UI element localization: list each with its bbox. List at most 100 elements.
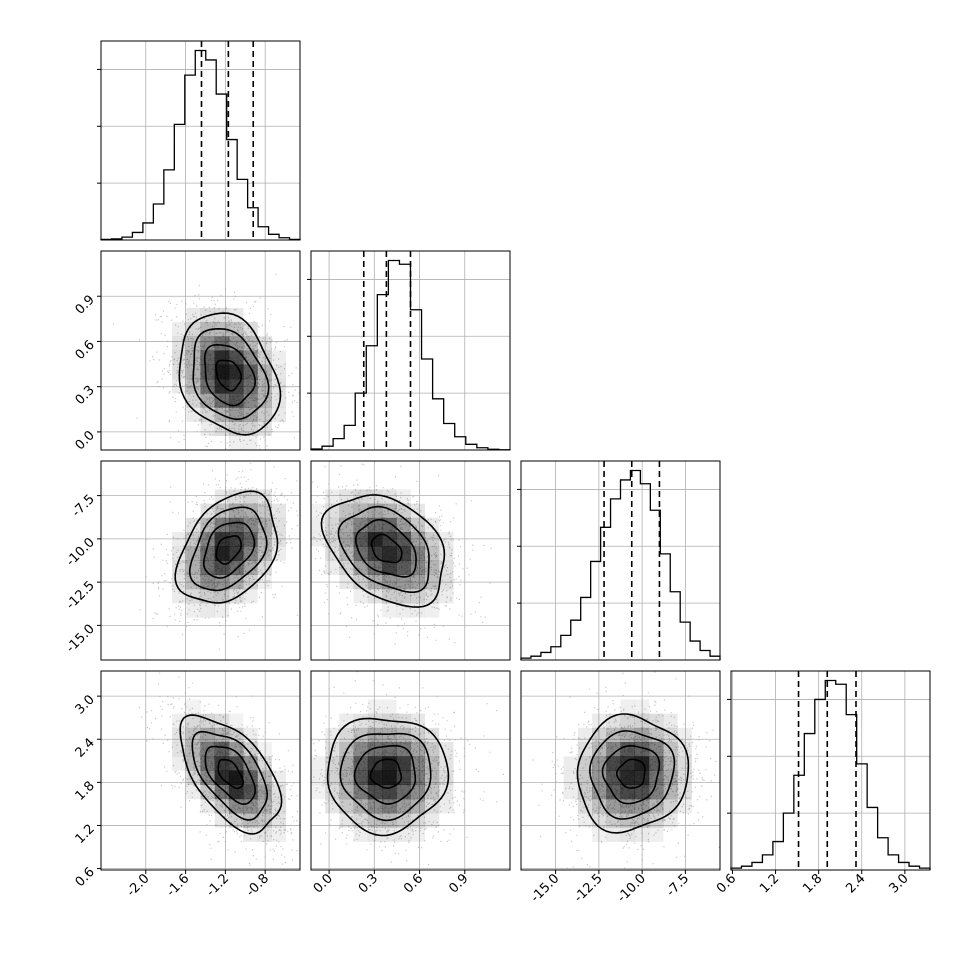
density-cell-3-10-2	[243, 827, 258, 842]
density-cell-5-9-2	[648, 827, 664, 842]
density-cell-1-6-6	[186, 560, 201, 576]
density-cell-4-0-5	[311, 784, 326, 800]
xtick-label-2-3: -7.5	[664, 871, 693, 900]
density-cell-5-7-9	[620, 727, 636, 743]
contour-4-1	[353, 744, 417, 805]
density-cell-5-3-7	[563, 756, 579, 771]
density-cell-1-10-11	[243, 489, 258, 504]
density-cell-1-8-4	[214, 588, 230, 604]
density-cell-1-9-10	[228, 503, 244, 519]
density-cell-3-8-7	[214, 756, 230, 771]
density-cell-3-10-4	[243, 798, 258, 814]
density-cell-4-4-7	[367, 756, 383, 771]
density-cell-3-11-2	[257, 827, 272, 842]
density-cell-0-6-3	[186, 393, 201, 408]
density-cell-2-1-11	[325, 489, 340, 504]
density-content-1	[139, 462, 300, 650]
density-cell-1-8-3	[214, 603, 230, 618]
density-cell-5-7-8	[620, 742, 636, 757]
density-cell-0-9-6	[228, 350, 244, 366]
density-content-5	[532, 671, 720, 870]
density-cell-2-7-3	[410, 603, 426, 618]
density-cell-3-8-4	[214, 798, 230, 814]
xtick-label-0-0: -2.0	[124, 871, 153, 900]
histogram-step-1	[310, 259, 511, 451]
density-cell-5-7-6	[620, 770, 636, 786]
density-cell-5-8-8	[634, 742, 650, 757]
density-cell-0-11-1	[257, 421, 272, 437]
contour-3-0	[217, 758, 245, 790]
density-content-0	[112, 273, 300, 450]
density-cell-5-10-3	[663, 813, 678, 828]
density-cell-2-5-11	[382, 489, 397, 504]
ytick-label-1-1: 0.3	[73, 383, 98, 408]
density-content-2	[311, 463, 492, 645]
density-cell-5-8-6	[634, 770, 650, 786]
density-cell-2-3-4	[353, 588, 369, 604]
density-cell-1-12-10	[271, 503, 287, 519]
density-cell-5-5-2	[592, 827, 607, 842]
density-cell-1-8-7	[214, 546, 230, 561]
density-cell-4-2-4	[339, 798, 354, 814]
density-cell-2-6-5	[396, 574, 411, 590]
density-cell-3-6-5	[186, 784, 201, 800]
density-cell-3-6-9	[186, 727, 201, 743]
histogram-panel-1	[307, 250, 511, 451]
density-cell-3-11-5	[257, 784, 272, 800]
ytick-label-2-2: -10.0	[63, 535, 97, 569]
density-cell-4-6-10	[396, 713, 411, 729]
density-cell-3-12-6	[271, 770, 287, 786]
density-cell-4-1-7	[325, 756, 340, 771]
density-cell-3-12-2	[271, 827, 287, 842]
density-cell-4-3-8	[353, 742, 369, 757]
contour-0-2	[192, 327, 270, 421]
contour-2-1	[354, 519, 417, 578]
density-cell-4-4-9	[367, 727, 383, 743]
density-cell-2-1-9	[325, 517, 340, 533]
histogram-panel-3	[727, 670, 931, 874]
density-cell-2-6-11	[396, 489, 411, 504]
density-cell-5-11-9	[677, 727, 692, 743]
density-panel-0-3	[97, 670, 301, 874]
density-cell-4-9-8	[438, 742, 454, 757]
density-cell-5-10-7	[663, 756, 678, 771]
density-cell-0-8-5	[214, 364, 230, 380]
ytick-label-3-4: 3.0	[73, 692, 98, 717]
density-cell-0-5-4	[172, 378, 187, 394]
density-cell-5-5-9	[592, 727, 607, 743]
density-cell-4-4-4	[367, 798, 383, 814]
contour-1-1	[202, 521, 256, 579]
density-cell-5-3-5	[563, 784, 579, 800]
density-cell-2-8-3	[424, 603, 440, 618]
density-cell-2-4-11	[367, 489, 383, 504]
density-cell-0-6-2	[186, 407, 201, 422]
density-cell-4-7-9	[410, 727, 426, 743]
panel-frame-h0	[100, 40, 301, 241]
ytick-label-1-0: 0.0	[73, 428, 98, 453]
xtick-label-3-0: 0.6	[714, 871, 739, 896]
density-cell-0-7-1	[200, 421, 216, 437]
density-cell-4-6-9	[396, 727, 411, 743]
contour-5-0	[616, 758, 646, 789]
panel-frame-p2	[310, 460, 511, 661]
density-cell-4-7-5	[410, 784, 426, 800]
density-cell-4-5-11	[382, 699, 397, 714]
xtick-label-1-2: 0.6	[401, 871, 426, 896]
density-cell-5-6-2	[606, 827, 621, 842]
density-cell-0-6-7	[186, 336, 201, 351]
contour-4-3	[326, 717, 450, 837]
density-cell-0-8-3	[214, 393, 230, 408]
density-cell-2-3-5	[353, 574, 369, 590]
ytick-label-3-2: 1.8	[73, 779, 98, 804]
density-cell-5-4-7	[577, 756, 593, 771]
contour-0-1	[204, 343, 257, 407]
density-cell-5-7-10	[620, 713, 636, 729]
density-cell-4-5-6	[382, 770, 397, 786]
density-cell-4-9-6	[438, 770, 454, 786]
contour-5-2	[589, 730, 676, 820]
density-cell-4-7-4	[410, 798, 426, 814]
density-cell-0-9-5	[228, 364, 244, 380]
density-cell-3-7-9	[200, 727, 216, 743]
density-cell-3-5-10	[172, 713, 187, 729]
density-panel-1-2	[310, 460, 511, 661]
